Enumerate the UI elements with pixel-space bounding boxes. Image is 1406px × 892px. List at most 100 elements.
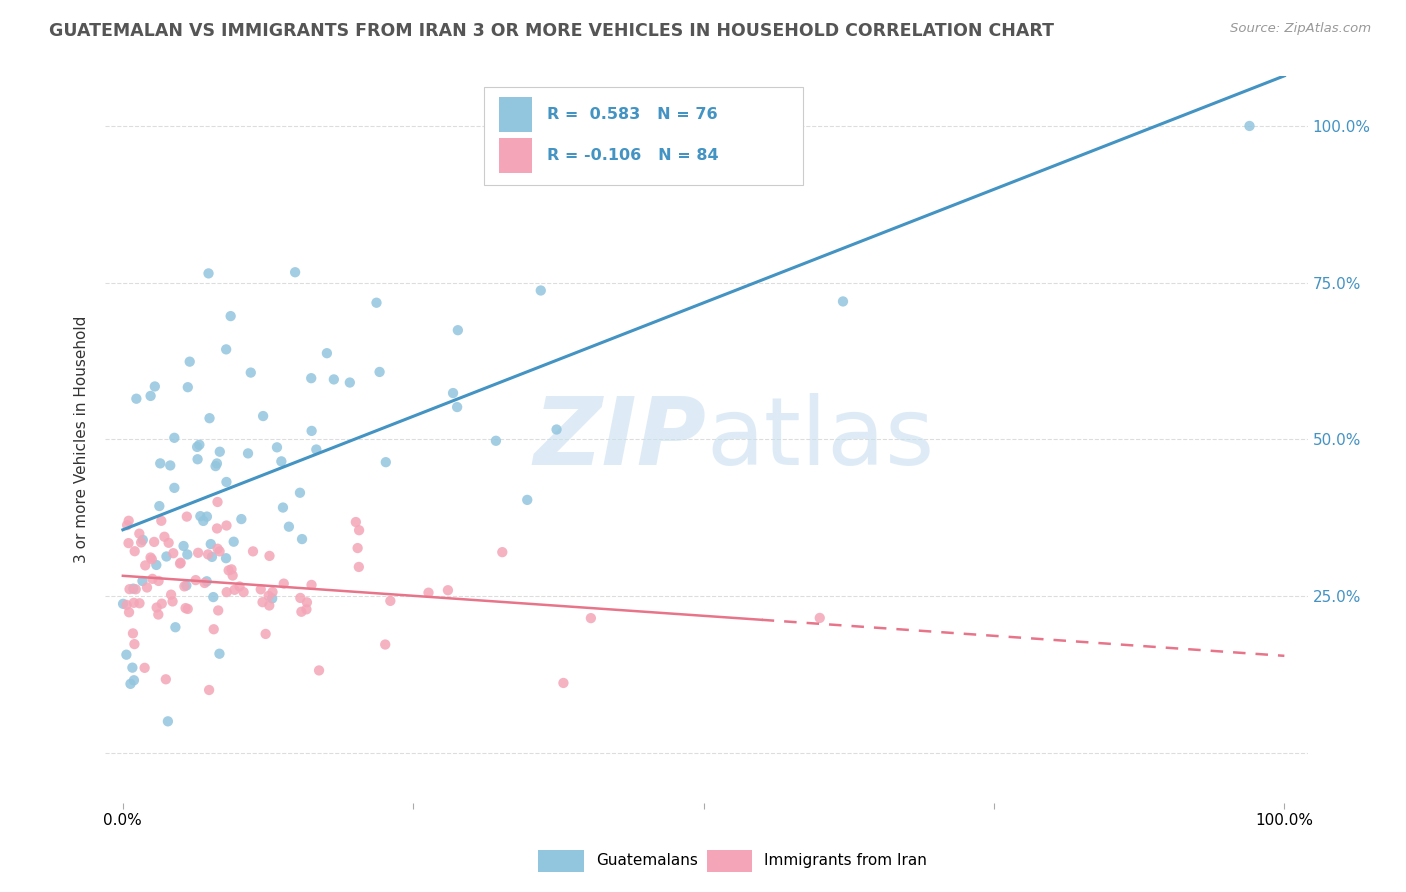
Point: [273, 576, 295, 591]
Point: [188, 509, 211, 524]
Point: [208, 647, 231, 661]
Point: [202, 590, 225, 604]
Point: [176, 578, 198, 592]
Point: [205, 521, 228, 535]
Point: [118, 605, 141, 619]
Point: [128, 526, 150, 541]
Point: [491, 545, 513, 559]
Point: [117, 536, 139, 550]
Point: [832, 294, 855, 309]
Point: [115, 518, 138, 533]
Point: [202, 622, 225, 636]
Point: [121, 660, 143, 674]
Text: ZIP: ZIP: [534, 393, 707, 485]
Text: R = -0.106   N = 84: R = -0.106 N = 84: [547, 148, 718, 163]
Point: [380, 594, 402, 608]
Point: [308, 664, 330, 678]
Point: [546, 423, 568, 437]
Point: [193, 514, 215, 528]
Point: [187, 546, 209, 560]
Point: [176, 509, 198, 524]
Point: [194, 576, 217, 591]
Point: [122, 673, 145, 688]
Point: [553, 676, 575, 690]
Point: [188, 438, 211, 452]
Point: [122, 582, 145, 596]
Point: [218, 563, 240, 577]
Point: [165, 620, 187, 634]
Point: [249, 582, 271, 597]
Point: [136, 581, 159, 595]
Point: [266, 440, 288, 454]
Point: [516, 492, 538, 507]
Point: [299, 371, 322, 385]
Point: [1239, 119, 1261, 133]
Point: [215, 585, 238, 599]
Y-axis label: 3 or more Vehicles in Household: 3 or more Vehicles in Household: [75, 316, 90, 563]
FancyBboxPatch shape: [484, 87, 803, 185]
Point: [252, 409, 274, 423]
Point: [441, 386, 464, 401]
Point: [132, 533, 155, 547]
Point: [254, 627, 277, 641]
Point: [129, 535, 152, 549]
Point: [271, 500, 294, 515]
Point: [131, 574, 153, 588]
Point: [339, 376, 361, 390]
Point: [112, 597, 135, 611]
Point: [174, 601, 197, 615]
Point: [125, 582, 148, 597]
Point: [195, 509, 218, 524]
Text: R =  0.583   N = 76: R = 0.583 N = 76: [547, 107, 717, 122]
Point: [163, 431, 186, 445]
Point: [156, 714, 179, 729]
Point: [418, 585, 440, 599]
Point: [224, 582, 246, 597]
Point: [447, 323, 470, 337]
Point: [157, 536, 180, 550]
Point: [124, 544, 146, 558]
Point: [118, 514, 141, 528]
Point: [252, 595, 274, 609]
Point: [160, 588, 183, 602]
Point: [143, 535, 166, 549]
Point: [128, 596, 150, 610]
Point: [153, 530, 176, 544]
Point: [222, 534, 245, 549]
Point: [169, 557, 191, 571]
Point: [148, 499, 170, 513]
FancyBboxPatch shape: [499, 97, 533, 132]
Point: [270, 454, 292, 468]
Point: [134, 558, 156, 573]
Point: [195, 574, 218, 589]
Point: [295, 595, 318, 609]
Point: [159, 458, 181, 473]
FancyBboxPatch shape: [707, 850, 752, 871]
Point: [124, 637, 146, 651]
Point: [177, 380, 200, 394]
Point: [125, 392, 148, 406]
Point: [446, 400, 468, 414]
Point: [347, 523, 370, 537]
Point: [262, 585, 284, 599]
Point: [150, 514, 173, 528]
Point: [236, 446, 259, 460]
Point: [257, 589, 280, 603]
Point: [207, 541, 229, 556]
Point: [284, 265, 307, 279]
Point: [139, 550, 162, 565]
Point: [301, 424, 323, 438]
Point: [186, 440, 208, 454]
Point: [259, 549, 281, 563]
Point: [215, 551, 238, 566]
Point: [134, 661, 156, 675]
Point: [315, 346, 337, 360]
Point: [115, 648, 138, 662]
Point: [221, 562, 243, 576]
Point: [228, 579, 250, 593]
Text: Immigrants from Iran: Immigrants from Iran: [765, 854, 927, 869]
Point: [259, 599, 281, 613]
Point: [201, 549, 224, 564]
Point: [295, 602, 318, 616]
Point: [208, 544, 231, 558]
